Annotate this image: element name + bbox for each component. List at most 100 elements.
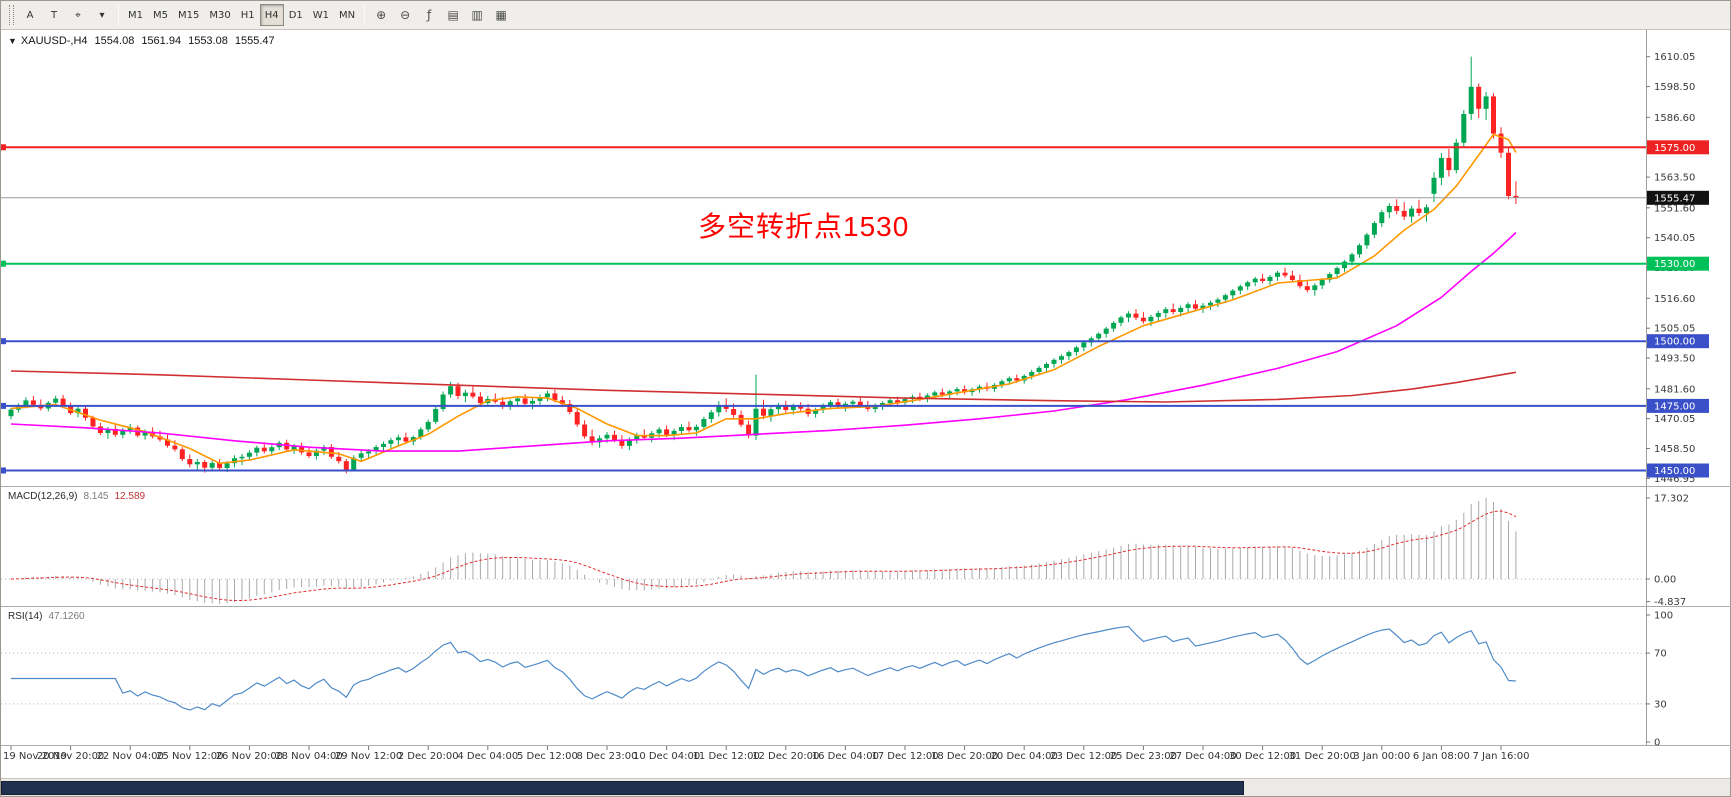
toolbar-separator bbox=[364, 4, 366, 26]
price-tag-label: 1575.00 bbox=[1654, 143, 1695, 154]
ma-mid-line bbox=[10, 232, 1517, 452]
price-axis-label: 1470.05 bbox=[1654, 414, 1695, 425]
price-tag bbox=[1647, 334, 1709, 349]
symbol-period-label: XAUUSD-,H4 bbox=[20, 35, 88, 47]
price-tag bbox=[1647, 463, 1709, 478]
timeframe-m15-button[interactable]: M15 bbox=[173, 4, 204, 26]
high-value: 1561.94 bbox=[141, 35, 182, 47]
time-axis-label: 10 Dec 04:00 bbox=[633, 751, 700, 762]
rsi-pane bbox=[1, 625, 1646, 711]
collapse-triangle-icon[interactable]: ▼ bbox=[8, 36, 17, 46]
macd-signal-line bbox=[10, 510, 1517, 601]
tile-horizontal-icon[interactable]: ▤ bbox=[441, 4, 465, 26]
toolbar-grip[interactable] bbox=[9, 5, 14, 25]
time-axis-label: 20 Nov 20:00 bbox=[37, 751, 104, 762]
low-value: 1553.08 bbox=[188, 35, 228, 47]
timeframe-h1-button[interactable]: H1 bbox=[236, 4, 260, 26]
macd-pane bbox=[1, 498, 1646, 604]
rsi-axis-label: 100 bbox=[1654, 611, 1673, 622]
hline-anchor[interactable] bbox=[1, 402, 6, 409]
time-axis-label: 8 Dec 23:00 bbox=[577, 751, 638, 762]
horizontal-lines-layer bbox=[1, 144, 1646, 474]
main-toolbar: A T ⌖ ▾ M1 M5 M15 M30 H1 H4 D1 W1 MN ⊕ ⊖… bbox=[1, 1, 1730, 30]
price-axis-label: 1540.05 bbox=[1654, 233, 1695, 244]
timeframe-m5-button[interactable]: M5 bbox=[148, 4, 173, 26]
time-axis-label: 31 Dec 20:00 bbox=[1289, 751, 1356, 762]
time-axis-label: 3 Jan 00:00 bbox=[1353, 751, 1410, 762]
time-axis-label: 17 Dec 12:00 bbox=[871, 751, 938, 762]
rsi-indicator-label: RSI(14) 47.1260 bbox=[8, 611, 85, 622]
price-tag-label: 1530.00 bbox=[1654, 259, 1695, 270]
macd-name: MACD(12,26,9) bbox=[8, 491, 78, 502]
price-axis-label: 1505.05 bbox=[1654, 324, 1695, 335]
price-tag-label: 1475.00 bbox=[1654, 401, 1695, 412]
close-value: 1555.47 bbox=[234, 35, 275, 47]
time-axis-label: 29 Nov 12:00 bbox=[335, 751, 402, 762]
price-axis-label: 1586.60 bbox=[1654, 113, 1695, 124]
time-axis-label: 11 Dec 12:00 bbox=[693, 751, 760, 762]
tile-vertical-icon[interactable]: ▥ bbox=[465, 4, 489, 26]
hline-anchor[interactable] bbox=[1, 260, 6, 267]
time-axis-label: 25 Dec 23:00 bbox=[1110, 751, 1177, 762]
macd-axis-label: -4.837 bbox=[1654, 597, 1686, 608]
timeframe-d1-button[interactable]: D1 bbox=[284, 4, 308, 26]
candles-layer bbox=[8, 56, 1519, 474]
hline-anchor[interactable] bbox=[1, 338, 6, 345]
timeframe-w1-button[interactable]: W1 bbox=[308, 4, 334, 26]
time-axis-label: 12 Dec 20:00 bbox=[752, 751, 819, 762]
price-axis-label: 1493.50 bbox=[1654, 354, 1695, 365]
chart-ohlc-header: ▼ XAUUSD-,H4 1554.08 1561.94 1553.08 1555.47 bbox=[8, 35, 275, 47]
price-axis-label: 1516.60 bbox=[1654, 294, 1695, 305]
price-axis-label: 1551.60 bbox=[1654, 203, 1695, 214]
time-axis-label: 22 Nov 04:00 bbox=[96, 751, 163, 762]
annotation-text[interactable]: 多空转折点1530 bbox=[698, 211, 910, 242]
price-tag bbox=[1647, 190, 1709, 205]
toolbar-separator bbox=[118, 4, 119, 26]
time-axis-label: 16 Dec 04:00 bbox=[812, 751, 879, 762]
time-axis-label: 19 Nov 2019 bbox=[3, 751, 67, 762]
text-label-button[interactable]: T bbox=[42, 4, 66, 26]
time-axis-label: 18 Dec 20:00 bbox=[931, 751, 998, 762]
chevron-down-icon[interactable]: ▾ bbox=[90, 4, 114, 26]
indicators-icon[interactable]: ƒ bbox=[417, 4, 441, 26]
open-value: 1554.08 bbox=[94, 35, 135, 47]
macd-signal-value: 12.589 bbox=[114, 491, 146, 502]
rsi-axis-label: 30 bbox=[1654, 699, 1667, 710]
cascade-windows-icon[interactable]: ▦ bbox=[489, 4, 513, 26]
scrollbar-thumb[interactable] bbox=[1, 781, 1244, 795]
rsi-axis-label: 0 bbox=[1654, 738, 1660, 749]
zoom-out-icon[interactable]: ⊖ bbox=[393, 4, 417, 26]
hline-anchor[interactable] bbox=[1, 144, 6, 151]
price-tag bbox=[1647, 256, 1709, 271]
time-axis-label: 4 Dec 04:00 bbox=[457, 751, 518, 762]
price-axis-label: 1446.95 bbox=[1654, 474, 1695, 485]
timeframe-m30-button[interactable]: M30 bbox=[204, 4, 235, 26]
rsi-value: 47.1260 bbox=[48, 611, 85, 622]
price-axis-label: 1598.50 bbox=[1654, 82, 1695, 93]
price-axis-label: 1610.05 bbox=[1654, 52, 1695, 63]
price-tag-label: 1450.00 bbox=[1654, 466, 1695, 477]
price-tag bbox=[1647, 398, 1709, 413]
timeframe-m1-button[interactable]: M1 bbox=[123, 4, 148, 26]
rsi-name: RSI(14) bbox=[8, 611, 43, 622]
timeframe-mn-button[interactable]: MN bbox=[334, 4, 360, 26]
time-axis-label: 6 Jan 08:00 bbox=[1413, 751, 1470, 762]
crosshair-icon[interactable]: ⌖ bbox=[66, 4, 90, 26]
pane-separators bbox=[1, 30, 1731, 746]
zoom-in-icon[interactable]: ⊕ bbox=[369, 4, 393, 26]
macd-main-value: 8.145 bbox=[83, 491, 109, 502]
timeframe-h4-button[interactable]: H4 bbox=[259, 4, 284, 26]
rsi-axis-label: 70 bbox=[1654, 649, 1667, 660]
macd-indicator-label: MACD(12,26,9) 8.145 12.589 bbox=[8, 491, 145, 502]
font-button[interactable]: A bbox=[18, 4, 42, 26]
price-axis-label: 1458.50 bbox=[1654, 444, 1695, 455]
macd-axis-label: 0.00 bbox=[1654, 575, 1676, 586]
time-axis-label: 5 Dec 12:00 bbox=[517, 751, 578, 762]
time-axis-label: 23 Dec 12:00 bbox=[1050, 751, 1117, 762]
rsi-line bbox=[11, 625, 1516, 711]
hline-anchor[interactable] bbox=[1, 467, 6, 474]
horizontal-scrollbar[interactable] bbox=[1, 778, 1730, 796]
price-axis: 1610.05 1598.50 1586.60 1563.50 1551.60 1540.… bbox=[1646, 52, 1709, 749]
